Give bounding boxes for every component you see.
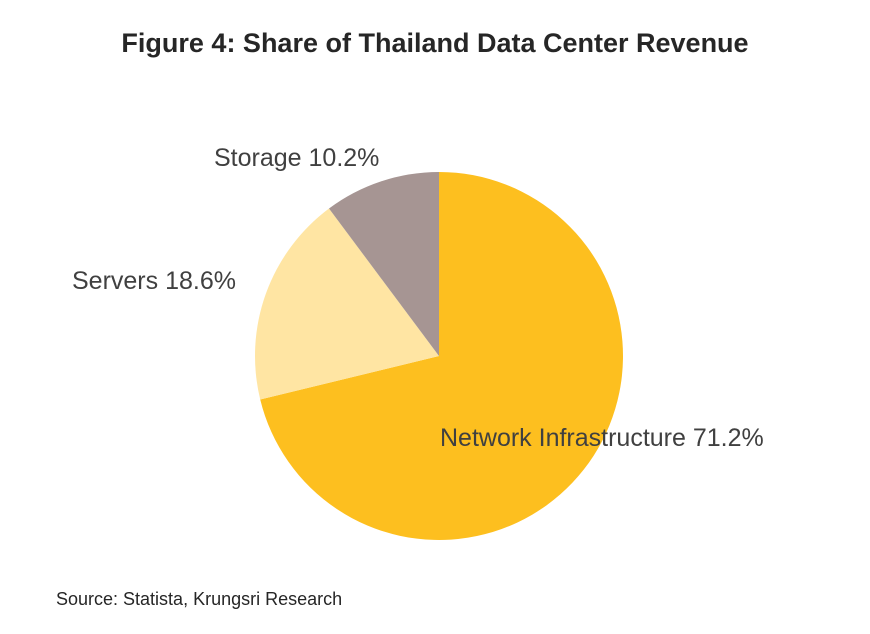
chart-title: Figure 4: Share of Thailand Data Center … (121, 28, 749, 58)
pie-slice-storage (328, 172, 439, 356)
pie-labels: Network Infrastructure 71.2% Servers 18.6… (72, 144, 764, 452)
slice-label-storage: Storage 10.2% (214, 144, 379, 172)
source-note: Source: Statista, Krungsri Research (56, 589, 343, 609)
slice-label-servers: Servers 18.6% (72, 267, 236, 295)
slice-label-network-infrastructure: Network Infrastructure 71.2% (440, 424, 764, 452)
pie-slice-network-infrastructure (260, 172, 623, 540)
pie-slice-servers (255, 208, 439, 400)
pie-slices (255, 172, 623, 540)
